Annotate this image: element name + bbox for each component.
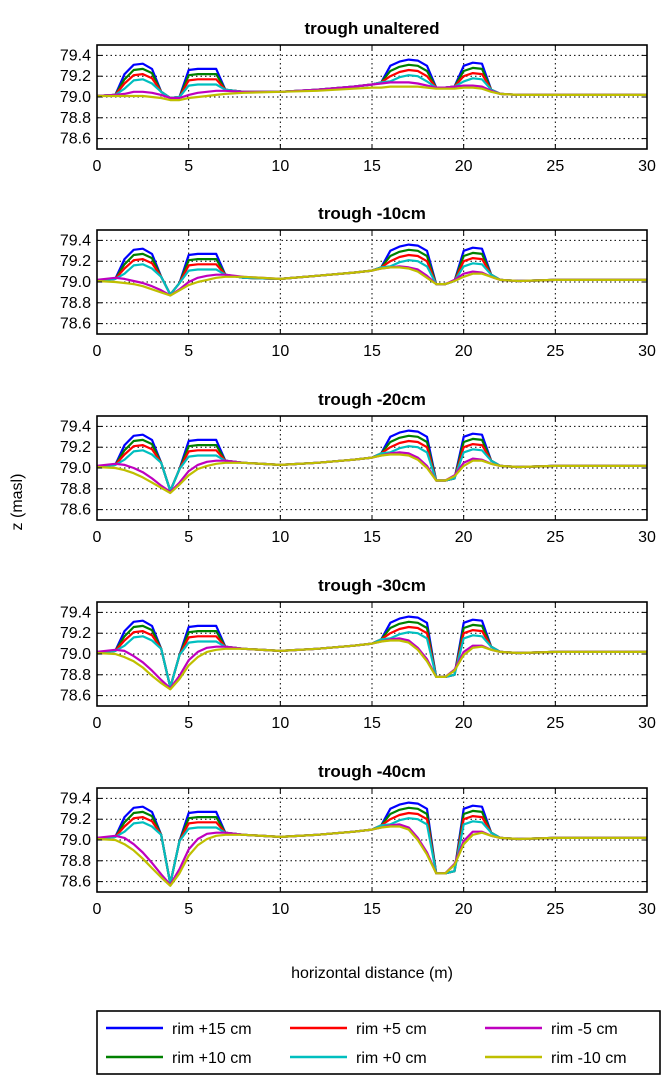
x-tick-label: 10 [271,901,289,918]
legend-item: rim +5 cm [290,1021,427,1038]
y-tick-label: 78.6 [60,688,91,705]
y-tick-label: 79.0 [60,274,91,291]
x-tick-label: 5 [184,715,193,732]
panels: trough unaltered 0 5 10 15 20 25 30 79.4 79.2 79.0… [60,19,656,918]
y-tick-label: 79.2 [60,625,91,642]
legend-item: rim +0 cm [290,1050,427,1067]
x-tick-label: 30 [638,901,656,918]
x-tick-label: 0 [93,158,102,175]
y-tick-label: 78.6 [60,131,91,148]
x-tick-label: 25 [546,529,564,546]
legend-label: rim +15 cm [172,1021,252,1038]
series-line-rim-10-cm [96,453,647,495]
x-tick-label: 0 [93,343,102,360]
legend-item: rim +10 cm [106,1050,252,1067]
x-tick-label: 5 [184,529,193,546]
legend-frame [96,1010,661,1075]
series-line-rim-5-cm [96,81,647,100]
panel-4: trough -40cm 0 5 10 15 20 25 30 79.4 79.2 79.0 78.8… [60,762,656,918]
y-tick-label: 79.0 [60,832,91,849]
y-tick-label: 78.8 [60,110,91,127]
x-tick-label: 30 [638,529,656,546]
x-tick-label: 15 [363,529,381,546]
panel-title: trough -40cm [318,762,426,781]
x-tick-label: 15 [363,158,381,175]
x-tick-label: 5 [184,158,193,175]
series-line-rim-10-cm [96,248,647,296]
x-tick-label: 5 [184,901,193,918]
x-tick-label: 25 [546,715,564,732]
legend-label: rim -5 cm [551,1021,618,1038]
x-tick-label: 10 [271,158,289,175]
legend-label: rim -10 cm [551,1050,627,1067]
x-tick-label: 30 [638,343,656,360]
x-tick-label: 30 [638,158,656,175]
x-tick-label: 20 [455,715,473,732]
panel-3: trough -30cm 0 5 10 15 20 25 30 79.4 79.2 79.0 78.8… [60,576,656,732]
series-line-rim-10-cm [96,639,647,691]
legend-item: rim -5 cm [485,1021,618,1038]
x-tick-label: 10 [271,715,289,732]
legend-item: rim -10 cm [485,1050,627,1067]
series-line-rim-15-cm [96,58,647,100]
x-tick-label: 0 [93,529,102,546]
series-line-rim-10-cm [96,266,647,297]
y-tick-label: 78.8 [60,481,91,498]
y-tick-label: 79.2 [60,811,91,828]
x-tick-label: 15 [363,715,381,732]
x-tick-label: 25 [546,343,564,360]
legend-item: rim +15 cm [106,1021,252,1038]
y-tick-label: 78.6 [60,316,91,333]
panel-title: trough -30cm [318,576,426,595]
y-tick-label: 78.8 [60,295,91,312]
x-tick-label: 0 [93,715,102,732]
x-tick-label: 20 [455,901,473,918]
y-tick-label: 78.6 [60,502,91,519]
series-line-rim-5-cm [96,637,647,690]
x-tick-label: 25 [546,158,564,175]
panel-0: trough unaltered 0 5 10 15 20 25 30 79.4 79.2 79.0… [60,19,656,175]
x-tick-label: 15 [363,901,381,918]
x-tick-label: 20 [455,158,473,175]
legend-label: rim +10 cm [172,1050,252,1067]
x-tick-label: 15 [363,343,381,360]
x-tick-label: 5 [184,343,193,360]
panel-title: trough -20cm [318,390,426,409]
y-tick-label: 79.2 [60,253,91,270]
x-axis-label: horizontal distance (m) [291,965,453,982]
legend: rim +15 cm rim +10 cm rim +5 cm rim +0 cm ri… [96,1010,661,1075]
y-tick-label: 79.0 [60,460,91,477]
y-tick-label: 78.8 [60,667,91,684]
x-tick-label: 0 [93,901,102,918]
panel-2: trough -20cm 0 5 10 15 20 25 30 79.4 79.2 79.0 78.8… [60,390,656,546]
x-tick-label: 10 [271,343,289,360]
y-tick-label: 79.4 [60,47,91,64]
y-tick-label: 79.4 [60,604,91,621]
y-tick-label: 78.8 [60,853,91,870]
legend-label: rim +5 cm [356,1021,427,1038]
y-tick-label: 79.0 [60,89,91,106]
y-tick-label: 79.4 [60,418,91,435]
panel-1: trough -10cm 0 5 10 15 20 25 30 79.4 79.2 79.0 78.8… [60,204,656,360]
y-axis-label: z (masl) [9,474,26,531]
x-tick-label: 25 [546,901,564,918]
y-tick-label: 79.2 [60,439,91,456]
y-tick-label: 79.4 [60,232,91,249]
y-tick-label: 79.4 [60,790,91,807]
series-line-rim-10-cm [96,825,647,887]
y-tick-label: 79.0 [60,646,91,663]
x-tick-label: 20 [455,343,473,360]
x-tick-label: 20 [455,529,473,546]
y-tick-label: 78.6 [60,874,91,891]
panel-title: trough unaltered [304,19,439,38]
legend-label: rim +0 cm [356,1050,427,1067]
panel-title: trough -10cm [318,204,426,223]
series-line-rim-10-cm [97,85,647,102]
x-tick-label: 10 [271,529,289,546]
x-tick-label: 30 [638,715,656,732]
y-tick-label: 79.2 [60,68,91,85]
